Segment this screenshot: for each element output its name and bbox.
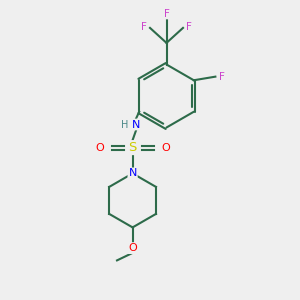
Text: F: F: [164, 8, 169, 19]
Text: O: O: [161, 142, 170, 153]
Text: F: F: [141, 22, 147, 32]
Text: N: N: [132, 119, 140, 130]
Text: N: N: [128, 168, 137, 178]
Text: F: F: [219, 72, 225, 82]
Text: O: O: [95, 142, 104, 153]
Text: S: S: [128, 141, 137, 154]
Text: H: H: [122, 119, 129, 130]
Text: O: O: [128, 243, 137, 253]
Text: F: F: [186, 22, 192, 32]
